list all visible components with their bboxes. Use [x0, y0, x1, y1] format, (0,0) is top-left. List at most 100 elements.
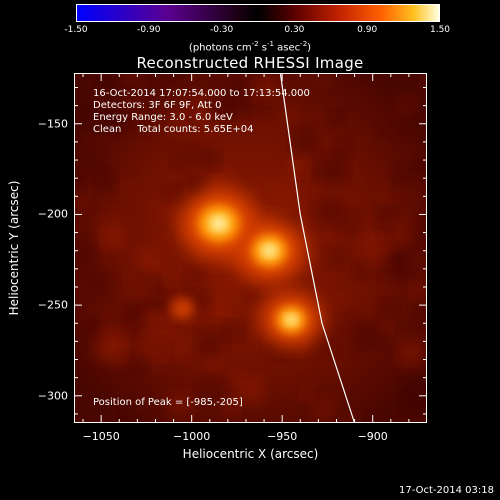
- y-tick-label: −300: [37, 389, 68, 403]
- texture-blob: [327, 110, 345, 128]
- texture-blob: [344, 412, 360, 423]
- unit-sup-1: -2: [251, 40, 259, 48]
- timestamp: 17-Oct-2014 03:18: [399, 485, 494, 496]
- texture-blob: [315, 73, 333, 87]
- texture-blob: [147, 356, 163, 372]
- annotation-detectors: Detectors: 3F 6F 9F, Att 0: [93, 100, 222, 111]
- x-tick-label: −950: [267, 430, 298, 443]
- texture-blob: [151, 202, 174, 225]
- y-tick-label: −250: [37, 298, 68, 312]
- texture-blob: [164, 185, 181, 203]
- texture-blob: [126, 299, 145, 318]
- texture-blob: [95, 89, 112, 105]
- colorbar: [76, 4, 440, 22]
- colorbar-tick-label: -0.30: [209, 25, 234, 35]
- texture-blob: [176, 281, 190, 295]
- texture-blob: [167, 393, 192, 418]
- texture-blob: [118, 181, 133, 196]
- texture-blob: [313, 197, 344, 227]
- texture-blob: [201, 151, 221, 170]
- source-peak: [212, 218, 225, 229]
- texture-blob: [94, 169, 116, 191]
- texture-blob: [376, 125, 389, 138]
- texture-blob: [338, 210, 365, 237]
- texture-blob: [74, 236, 95, 258]
- texture-blob: [414, 159, 427, 173]
- source-faint: [170, 297, 195, 320]
- texture-blob: [237, 377, 263, 404]
- texture-blob: [344, 311, 362, 330]
- texture-blob: [291, 127, 320, 155]
- texture-blob: [74, 187, 89, 211]
- source-peak: [264, 246, 275, 256]
- plot-area: [74, 73, 427, 423]
- solar-limb-line: [279, 73, 356, 423]
- annotation-clean: Clean Total counts: 5.65E+04: [93, 124, 254, 135]
- texture-blob: [352, 260, 371, 279]
- texture-blob: [74, 174, 84, 193]
- texture-blob: [270, 181, 295, 207]
- texture-blob: [87, 269, 117, 299]
- texture-blob: [397, 94, 417, 114]
- texture-blob: [412, 73, 427, 82]
- texture-blob: [334, 294, 350, 309]
- annotation-energy: Energy Range: 3.0 - 6.0 keV: [93, 112, 233, 123]
- texture-blob: [201, 342, 218, 358]
- texture-blob: [119, 73, 145, 86]
- texture-blob: [394, 164, 424, 195]
- texture-blob: [399, 337, 427, 368]
- texture-blob: [380, 255, 404, 279]
- texture-blob: [325, 246, 348, 269]
- unit-sup-3: -2: [300, 40, 308, 48]
- texture-blob: [74, 109, 89, 128]
- plot-frame: [74, 73, 427, 423]
- colorbar-unit: (photons cm-2 s-1 asec-2): [0, 40, 500, 53]
- unit-text-4: ): [307, 42, 312, 54]
- texture-blob: [237, 73, 261, 95]
- texture-blob: [135, 248, 154, 267]
- texture-blob: [170, 109, 185, 124]
- colorbar-tick-label: 1.50: [429, 25, 451, 35]
- image-texture: [74, 73, 427, 423]
- colorbar-tick-label: 0.90: [357, 25, 378, 35]
- texture-blob: [281, 106, 299, 124]
- texture-blob: [181, 96, 207, 123]
- texture-blob: [96, 218, 124, 246]
- annotation-time-range: 16-Oct-2014 17:07:54.000 to 17:13:54.000: [93, 88, 310, 99]
- texture-blob: [154, 235, 169, 249]
- texture-blob: [146, 313, 171, 339]
- texture-blob: [205, 355, 222, 372]
- y-axis-label: Heliocentric Y (arcsec): [7, 180, 21, 316]
- y-tick-label: −150: [37, 117, 68, 131]
- texture-blob: [93, 330, 125, 361]
- texture-blob: [197, 115, 218, 135]
- texture-blob: [118, 406, 133, 421]
- texture-blob: [362, 235, 391, 264]
- texture-blob: [163, 73, 185, 84]
- texture-blob: [197, 377, 224, 403]
- texture-blob: [83, 151, 105, 174]
- texture-blob: [378, 298, 398, 318]
- texture-blob: [343, 326, 371, 355]
- texture-blob: [332, 136, 352, 156]
- emission-sources: [170, 187, 323, 348]
- texture-blob: [223, 322, 243, 341]
- texture-blob: [416, 296, 427, 312]
- texture-blob: [391, 123, 407, 140]
- x-tick-label: −1000: [173, 430, 211, 443]
- colorbar-tick-label: 0.30: [284, 25, 305, 35]
- x-tick-label: −900: [357, 430, 388, 443]
- unit-sup-2: -1: [267, 40, 274, 48]
- texture-blob: [138, 282, 154, 298]
- texture-blob: [317, 154, 348, 185]
- texture-blob: [410, 282, 427, 300]
- texture-blob: [401, 382, 427, 412]
- texture-blob: [116, 105, 145, 134]
- texture-blob: [229, 368, 244, 384]
- unit-text-2: s: [258, 42, 268, 54]
- texture-blob: [169, 120, 185, 135]
- y-tick-marks: [74, 87, 427, 415]
- unit-text-3: asec: [274, 42, 301, 54]
- texture-blob: [379, 185, 397, 203]
- texture-blob: [129, 358, 148, 376]
